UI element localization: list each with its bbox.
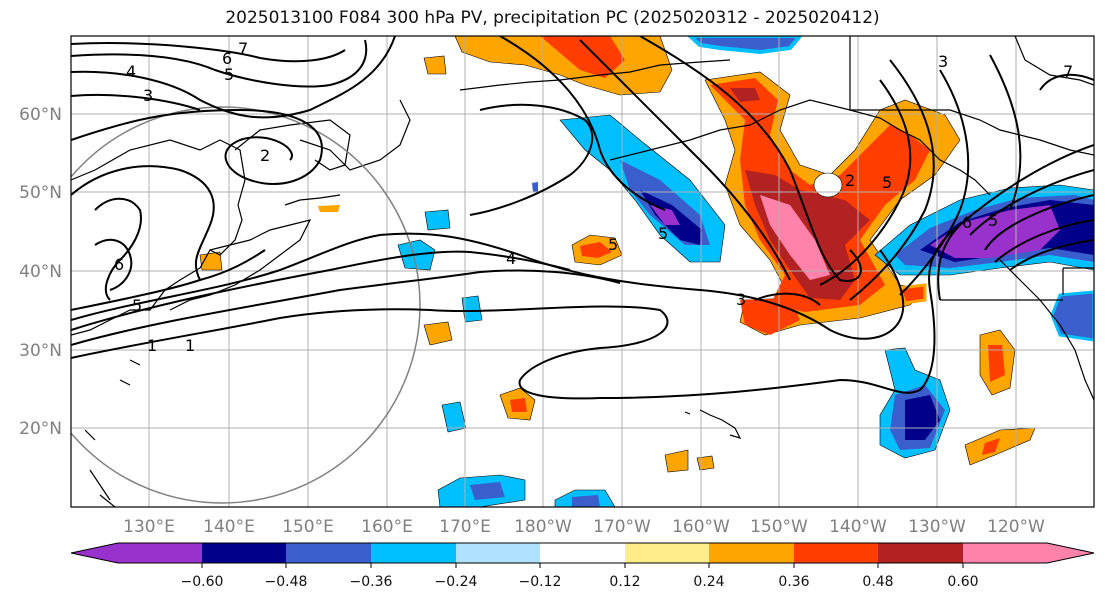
colorbar-tick-label: −0.60 (181, 574, 224, 590)
colorbar-tick-label: 0.12 (609, 574, 640, 590)
longitude-label: 170°W (593, 517, 651, 537)
colorbar-tick-label: −0.24 (435, 574, 478, 590)
longitude-label: 150°E (282, 517, 334, 537)
precip-positive-region (664, 449, 689, 473)
contour-label: 1 (185, 336, 195, 355)
colorbar-outline (70, 542, 1095, 564)
reference-radius-circle (71, 106, 421, 504)
precip-positive-region (988, 345, 1005, 382)
precip-negative-region (470, 482, 505, 500)
longitude-label: 170°E (439, 517, 491, 537)
map-title: 2025013100 F084 300 hPa PV, precipitatio… (225, 8, 880, 28)
colorbar-swatch (202, 543, 286, 563)
colorbar-swatch (794, 543, 878, 563)
precipitation-fill-layer (199, 36, 1094, 507)
precip-positive-region (982, 438, 1000, 455)
colorbar-extend-low (71, 543, 118, 563)
precip-positive-region (318, 205, 340, 212)
colorbar-tick-label: 0.36 (778, 574, 809, 590)
precip-negative-region (461, 295, 483, 323)
colorbar-swatch (878, 543, 963, 563)
latitude-label: 50°N (19, 183, 62, 203)
longitude-axis: 130°E 140°E 150°E 160°E 170°E 180°W 170°… (123, 517, 1045, 537)
contour-label: 6 (222, 49, 232, 68)
precip-positive-region (696, 455, 715, 471)
precip-negative-region (687, 36, 803, 55)
precip-negative-region (532, 182, 538, 192)
coastlines (71, 36, 1094, 507)
precip-positive-region (510, 398, 527, 412)
longitude-label: 160°W (672, 517, 730, 537)
precip-positive-region (760, 195, 830, 280)
colorbar-swatch (709, 543, 794, 563)
colorbar-tick-label: −0.48 (265, 574, 308, 590)
colorbar-swatch (456, 543, 540, 563)
latitude-label: 20°N (19, 419, 62, 439)
longitude-label: 130°W (908, 517, 966, 537)
colorbar-swatch (625, 543, 709, 563)
latitude-label: 30°N (19, 341, 62, 361)
contour-label: 7 (238, 39, 248, 58)
precip-negative-region (424, 209, 451, 231)
precip-positive-region (964, 427, 1036, 466)
precip-negative-region (572, 495, 600, 507)
contour-label: 5 (988, 211, 998, 230)
contour-label: 4 (126, 62, 136, 81)
contour-label: 3 (736, 290, 746, 309)
contour-label: 3 (938, 52, 948, 71)
longitude-label: 140°E (203, 517, 255, 537)
latitude-label: 60°N (19, 105, 62, 125)
contour-label: 5 (658, 224, 668, 243)
precip-positive-region (423, 55, 447, 75)
contour-label: 3 (143, 86, 153, 105)
colorbar-tick-label: −0.36 (350, 574, 393, 590)
colorbar-swatch (540, 543, 625, 563)
colorbar-swatch (118, 543, 202, 563)
contour-label: 5 (132, 296, 142, 315)
contour-label: 2 (845, 171, 855, 190)
precip-negative-region (1050, 290, 1094, 342)
longitude-label: 160°E (361, 517, 413, 537)
colorbar-swatch (371, 543, 456, 563)
contour-label: 5 (882, 173, 892, 192)
contour-label: 1 (147, 336, 157, 355)
precip-negative-region (905, 395, 940, 440)
latitude-axis: 60°N 50°N 40°N 30°N 20°N (19, 105, 62, 439)
longitude-label: 140°W (829, 517, 887, 537)
longitude-label: 130°E (123, 517, 175, 537)
colorbar-tick-label: 0.24 (693, 574, 724, 590)
precip-positive-region (423, 321, 453, 346)
colorbar-swatch (963, 543, 1047, 563)
precip-positive-region (540, 36, 625, 78)
pv-contours (71, 36, 1094, 400)
longitude-label: 120°W (987, 517, 1045, 537)
colorbar-tick-label: −0.12 (519, 574, 562, 590)
contour-label: 7 (1063, 62, 1073, 81)
contour-label-group: 7 6 5 4 3 2 5 1 1 4 5 6 5 3 3 2 5 7 6 5 (114, 39, 1073, 355)
contour-label: 5 (224, 65, 234, 84)
colorbar-extend-high (1047, 543, 1094, 563)
precip-positive-region (580, 242, 612, 258)
colorbar-tick-label: 0.60 (947, 574, 978, 590)
precip-neutral-hole (813, 172, 843, 198)
contour-label: 2 (260, 146, 270, 165)
colorbar: −0.60 −0.48 −0.36 −0.24 −0.12 0.12 0.24 … (70, 542, 1095, 590)
longitude-label: 180°W (514, 517, 572, 537)
longitude-label: 150°W (750, 517, 808, 537)
colorbar-tick-label: 0.48 (862, 574, 893, 590)
map-frame (70, 35, 1095, 508)
precip-positive-region (730, 88, 760, 102)
contour-label: 6 (114, 255, 124, 274)
contour-label: 4 (506, 249, 516, 268)
latitude-label: 40°N (19, 262, 62, 282)
contour-label: 5 (608, 235, 618, 254)
contour-label: 6 (962, 213, 972, 232)
colorbar-swatch (286, 543, 371, 563)
precip-negative-region (650, 205, 680, 225)
